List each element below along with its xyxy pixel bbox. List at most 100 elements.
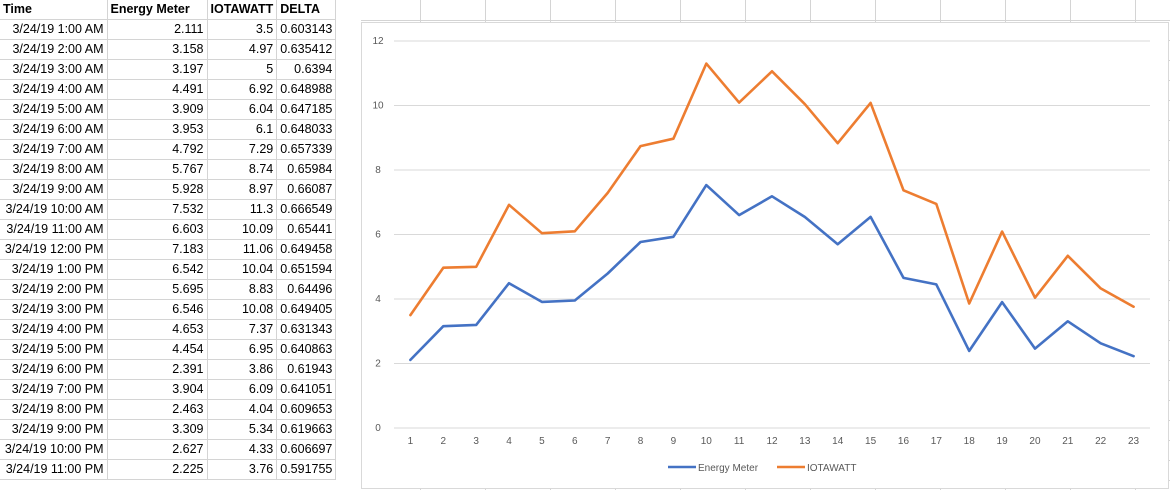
- cell-energy-meter[interactable]: 4.491: [107, 79, 208, 100]
- cell-iotawatt[interactable]: 3.86: [207, 359, 278, 380]
- cell-energy-meter[interactable]: 3.158: [107, 39, 208, 60]
- cell-time[interactable]: 3/24/19 6:00 PM: [0, 359, 108, 380]
- cell-iotawatt[interactable]: 11.06: [207, 239, 278, 260]
- cell-energy-meter[interactable]: 4.454: [107, 339, 208, 360]
- cell-iotawatt[interactable]: 5.34: [207, 419, 278, 440]
- cell-energy-meter[interactable]: 4.792: [107, 139, 208, 160]
- cell-iotawatt[interactable]: 8.74: [207, 159, 278, 180]
- cell-time[interactable]: 3/24/19 10:00 PM: [0, 439, 108, 460]
- cell-energy-meter[interactable]: 2.627: [107, 439, 208, 460]
- cell-iotawatt[interactable]: 4.04: [207, 399, 278, 420]
- cell-time[interactable]: 3/24/19 12:00 PM: [0, 239, 108, 260]
- cell-iotawatt[interactable]: 10.08: [207, 299, 278, 320]
- legend-label[interactable]: IOTAWATT: [807, 463, 856, 474]
- cell-time[interactable]: 3/24/19 1:00 PM: [0, 259, 108, 280]
- cell-iotawatt[interactable]: 3.76: [207, 459, 278, 480]
- cell-time[interactable]: 3/24/19 5:00 PM: [0, 339, 108, 360]
- cell-energy-meter[interactable]: 6.542: [107, 259, 208, 280]
- cell-energy-meter[interactable]: 3.953: [107, 119, 208, 140]
- cell-time[interactable]: 3/24/19 9:00 PM: [0, 419, 108, 440]
- cell-delta[interactable]: 0.606697: [276, 439, 337, 460]
- cell-energy-meter[interactable]: 2.463: [107, 399, 208, 420]
- cell-delta[interactable]: 0.635412: [276, 39, 337, 60]
- cell-delta[interactable]: 0.640863: [276, 339, 337, 360]
- cell-energy-meter[interactable]: 7.183: [107, 239, 208, 260]
- cell-iotawatt[interactable]: 3.5: [207, 19, 278, 40]
- cell-delta[interactable]: 0.603143: [276, 19, 337, 40]
- cell-iotawatt[interactable]: 7.29: [207, 139, 278, 160]
- series-line-energy-meter[interactable]: [409, 183, 1135, 362]
- cell-delta[interactable]: 0.609653: [276, 399, 337, 420]
- cell-iotawatt[interactable]: 4.33: [207, 439, 278, 460]
- cell-delta[interactable]: 0.651594: [276, 259, 337, 280]
- line-chart[interactable]: 0 2 4 6 8 10 12 1 2 3 4 5 6 7 8 9 10 11 12 13 14 15 16 17 18 19 20…: [361, 22, 1169, 489]
- cell-delta[interactable]: 0.619663: [276, 419, 337, 440]
- cell-delta[interactable]: 0.66087: [276, 179, 337, 200]
- cell-time[interactable]: 3/24/19 4:00 AM: [0, 79, 108, 100]
- cell-delta[interactable]: 0.648033: [276, 119, 337, 140]
- cell-energy-meter[interactable]: 5.928: [107, 179, 208, 200]
- cell-delta[interactable]: 0.65441: [276, 219, 337, 240]
- cell-iotawatt[interactable]: 8.83: [207, 279, 278, 300]
- cell-delta[interactable]: 0.65984: [276, 159, 337, 180]
- cell-time[interactable]: 3/24/19 3:00 AM: [0, 59, 108, 80]
- cell-time[interactable]: 3/24/19 8:00 AM: [0, 159, 108, 180]
- cell-time[interactable]: 3/24/19 2:00 PM: [0, 279, 108, 300]
- cell-delta[interactable]: 0.61943: [276, 359, 337, 380]
- cell-time[interactable]: 3/24/19 11:00 PM: [0, 459, 108, 480]
- cell-energy-meter[interactable]: 3.309: [107, 419, 208, 440]
- cell-time[interactable]: 3/24/19 6:00 AM: [0, 119, 108, 140]
- cell-delta[interactable]: 0.591755: [276, 459, 337, 480]
- header-energy-meter[interactable]: Energy Meter: [107, 0, 208, 20]
- header-delta[interactable]: DELTA: [276, 0, 337, 20]
- cell-iotawatt[interactable]: 7.37: [207, 319, 278, 340]
- cell-iotawatt[interactable]: 11.3: [207, 199, 278, 220]
- cell-delta[interactable]: 0.666549: [276, 199, 337, 220]
- cell-iotawatt[interactable]: 10.04: [207, 259, 278, 280]
- cell-energy-meter[interactable]: 3.909: [107, 99, 208, 120]
- cell-iotawatt[interactable]: 6.04: [207, 99, 278, 120]
- cell-iotawatt[interactable]: 6.09: [207, 379, 278, 400]
- cell-energy-meter[interactable]: 6.546: [107, 299, 208, 320]
- cell-time[interactable]: 3/24/19 2:00 AM: [0, 39, 108, 60]
- cell-energy-meter[interactable]: 3.904: [107, 379, 208, 400]
- legend-label[interactable]: Energy Meter: [698, 463, 759, 474]
- cell-time[interactable]: 3/24/19 4:00 PM: [0, 319, 108, 340]
- cell-delta[interactable]: 0.6394: [276, 59, 337, 80]
- cell-energy-meter[interactable]: 4.653: [107, 319, 208, 340]
- cell-iotawatt[interactable]: 6.95: [207, 339, 278, 360]
- cell-delta[interactable]: 0.649405: [276, 299, 337, 320]
- cell-iotawatt[interactable]: 8.97: [207, 179, 278, 200]
- cell-time[interactable]: 3/24/19 5:00 AM: [0, 99, 108, 120]
- cell-energy-meter[interactable]: 2.225: [107, 459, 208, 480]
- cell-time[interactable]: 3/24/19 11:00 AM: [0, 219, 108, 240]
- cell-time[interactable]: 3/24/19 7:00 PM: [0, 379, 108, 400]
- cell-energy-meter[interactable]: 5.695: [107, 279, 208, 300]
- cell-energy-meter[interactable]: 2.111: [107, 19, 208, 40]
- cell-time[interactable]: 3/24/19 7:00 AM: [0, 139, 108, 160]
- cell-energy-meter[interactable]: 2.391: [107, 359, 208, 380]
- header-iotawatt[interactable]: IOTAWATT: [207, 0, 278, 20]
- cell-iotawatt[interactable]: 5: [207, 59, 278, 80]
- cell-delta[interactable]: 0.657339: [276, 139, 337, 160]
- cell-iotawatt[interactable]: 6.92: [207, 79, 278, 100]
- cell-energy-meter[interactable]: 7.532: [107, 199, 208, 220]
- series-line-iotawatt[interactable]: [409, 62, 1135, 317]
- cell-time[interactable]: 3/24/19 8:00 PM: [0, 399, 108, 420]
- cell-iotawatt[interactable]: 6.1: [207, 119, 278, 140]
- cell-delta[interactable]: 0.64496: [276, 279, 337, 300]
- cell-iotawatt[interactable]: 4.97: [207, 39, 278, 60]
- cell-energy-meter[interactable]: 5.767: [107, 159, 208, 180]
- cell-time[interactable]: 3/24/19 1:00 AM: [0, 19, 108, 40]
- cell-energy-meter[interactable]: 3.197: [107, 59, 208, 80]
- cell-time[interactable]: 3/24/19 3:00 PM: [0, 299, 108, 320]
- header-time[interactable]: Time: [0, 0, 108, 20]
- cell-delta[interactable]: 0.631343: [276, 319, 337, 340]
- cell-delta[interactable]: 0.647185: [276, 99, 337, 120]
- cell-iotawatt[interactable]: 10.09: [207, 219, 278, 240]
- cell-time[interactable]: 3/24/19 10:00 AM: [0, 199, 108, 220]
- cell-delta[interactable]: 0.641051: [276, 379, 337, 400]
- cell-delta[interactable]: 0.648988: [276, 79, 337, 100]
- cell-delta[interactable]: 0.649458: [276, 239, 337, 260]
- cell-energy-meter[interactable]: 6.603: [107, 219, 208, 240]
